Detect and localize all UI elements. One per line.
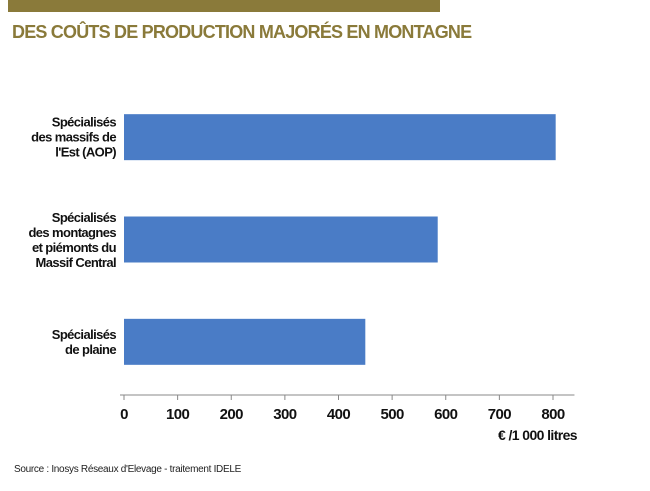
x-tick-label: 800 <box>541 406 564 423</box>
bar <box>124 114 556 161</box>
x-tick-label: 200 <box>220 406 243 423</box>
x-tick-label: 100 <box>166 406 189 423</box>
y-tick-label: Spécialisés de plaine <box>51 326 117 357</box>
x-axis-label: € /1 000 litres <box>498 427 578 443</box>
x-tick-label: 300 <box>273 406 296 423</box>
y-tick-label: Spécialisés des massifs de l'Est (AOP) <box>31 114 116 160</box>
x-tick-label: 0 <box>120 406 128 423</box>
x-tick-label: 400 <box>327 406 350 423</box>
bar <box>124 318 366 365</box>
source: Source : Inosys Réseaux d'Elevage - trai… <box>14 464 242 475</box>
chart-title: DES COÛTS DE PRODUCTION MAJORÉS EN MONTA… <box>12 21 472 42</box>
x-tick-label: 500 <box>381 406 404 423</box>
header-band <box>8 0 440 12</box>
bar <box>124 216 438 263</box>
y-tick-label: Spécialisés des montagnes et piémonts du… <box>28 209 116 270</box>
x-tick-label: 700 <box>488 406 511 423</box>
x-tick-label: 600 <box>434 406 457 423</box>
